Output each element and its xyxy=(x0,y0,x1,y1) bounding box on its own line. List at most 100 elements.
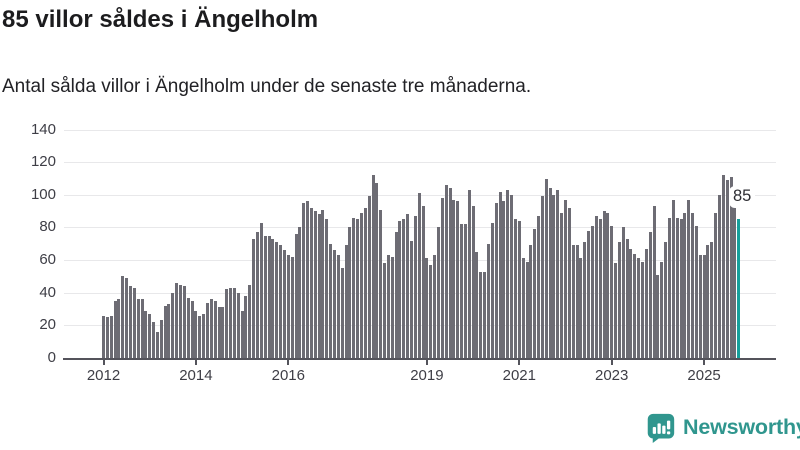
bar xyxy=(302,203,306,358)
y-axis-label: 80 xyxy=(39,218,56,236)
bar xyxy=(606,212,610,358)
bar xyxy=(544,178,548,358)
brand-footer: Newsworthy xyxy=(645,410,800,444)
bar xyxy=(244,296,248,358)
bar xyxy=(598,219,602,358)
x-axis-tick xyxy=(425,360,428,365)
bar xyxy=(548,188,552,358)
bar xyxy=(714,212,718,358)
bar xyxy=(386,255,390,358)
bar xyxy=(140,299,144,358)
bar xyxy=(148,313,152,358)
bar xyxy=(356,219,360,358)
x-axis-label: 2014 xyxy=(179,367,213,384)
bar xyxy=(629,248,633,358)
y-axis-label: 0 xyxy=(47,349,56,366)
bar xyxy=(529,245,533,358)
bar xyxy=(363,207,367,358)
bar xyxy=(117,299,121,358)
bar xyxy=(641,261,644,358)
bar xyxy=(467,189,471,358)
bar xyxy=(725,180,729,358)
x-axis-tick xyxy=(194,360,197,365)
bar xyxy=(452,199,456,358)
y-axis-label: 100 xyxy=(30,185,56,203)
bar xyxy=(298,227,302,358)
bar xyxy=(517,220,521,358)
bar xyxy=(702,255,706,358)
bar xyxy=(132,287,136,358)
gridline xyxy=(64,162,776,164)
bar xyxy=(625,238,629,358)
bar xyxy=(579,258,583,358)
bar xyxy=(109,315,113,358)
bar xyxy=(367,196,371,358)
bar xyxy=(113,300,117,358)
bar xyxy=(128,286,132,358)
bar xyxy=(279,245,283,358)
brand-name: Newsworthy xyxy=(683,414,800,439)
bar xyxy=(660,261,664,358)
bar xyxy=(567,207,571,358)
x-axis-tick xyxy=(610,360,613,365)
bar xyxy=(194,310,198,358)
bar xyxy=(436,227,440,358)
highlighted-bar xyxy=(737,219,741,358)
bar xyxy=(679,219,683,358)
x-axis-line xyxy=(63,358,776,360)
bar xyxy=(594,216,598,358)
bar xyxy=(475,251,479,358)
bar xyxy=(317,214,321,358)
bar xyxy=(340,268,344,358)
bar xyxy=(155,331,159,358)
bar xyxy=(590,225,594,358)
bar xyxy=(152,322,156,358)
bar xyxy=(487,243,490,358)
bar xyxy=(202,313,206,358)
bar xyxy=(587,230,591,358)
bar xyxy=(221,307,225,358)
bar xyxy=(617,242,621,358)
bar xyxy=(136,299,140,358)
bar xyxy=(394,232,398,358)
bar xyxy=(721,175,725,358)
bar xyxy=(564,199,567,358)
bar xyxy=(490,222,494,358)
y-axis-label: 60 xyxy=(39,251,56,269)
bar xyxy=(718,194,721,358)
bar xyxy=(186,297,190,358)
bar xyxy=(602,211,606,358)
bar xyxy=(171,292,175,358)
bar xyxy=(498,191,502,358)
bar xyxy=(248,284,252,358)
bar xyxy=(460,224,464,358)
bar xyxy=(263,235,267,358)
bar xyxy=(494,203,498,358)
y-axis-label: 20 xyxy=(39,316,56,334)
bar xyxy=(433,255,437,358)
y-axis-label: 140 xyxy=(30,120,56,138)
bar xyxy=(286,255,290,358)
bar xyxy=(656,274,660,358)
bar xyxy=(463,224,467,358)
bar xyxy=(179,284,182,358)
bar xyxy=(521,258,525,358)
bar xyxy=(633,253,637,358)
bar xyxy=(413,216,417,358)
bar xyxy=(502,201,506,358)
bar xyxy=(256,232,259,358)
bar xyxy=(213,300,217,358)
x-axis-tick xyxy=(102,360,105,365)
bar xyxy=(729,176,733,358)
bar xyxy=(182,286,186,358)
bar xyxy=(552,194,556,358)
x-axis-tick xyxy=(703,360,706,365)
bar xyxy=(121,276,125,358)
bar xyxy=(575,245,579,358)
bar xyxy=(125,278,129,358)
bar xyxy=(175,282,179,358)
bar xyxy=(329,243,333,358)
bar xyxy=(406,214,410,358)
bar xyxy=(190,300,194,358)
